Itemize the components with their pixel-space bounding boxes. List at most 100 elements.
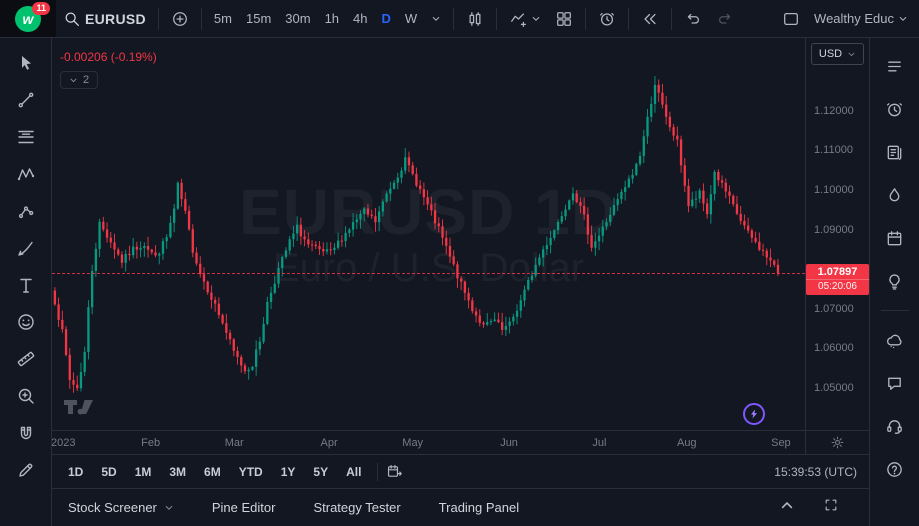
redo-button[interactable]: [709, 4, 741, 34]
bar-replay-button[interactable]: [634, 4, 666, 34]
panel-collapse-button[interactable]: [779, 497, 795, 518]
time-tick-jul[interactable]: Jul: [592, 437, 606, 449]
time-tick-mar[interactable]: Mar: [225, 437, 244, 449]
timeframe-30m-button[interactable]: 30m: [278, 6, 317, 32]
indicators-button[interactable]: [502, 4, 548, 34]
brush-tool-button[interactable]: [11, 233, 41, 263]
time-tick-sep[interactable]: Sep: [771, 437, 791, 449]
toolbar-divider: [628, 8, 629, 30]
range-1d-button[interactable]: 1D: [60, 462, 91, 482]
magnet-icon: [16, 423, 36, 443]
price-change-text: -0.00206 (-0.19%): [60, 50, 157, 64]
help-panel-button[interactable]: [881, 455, 909, 483]
indicators-icon: [509, 10, 527, 28]
trend-line-tool-button[interactable]: [11, 85, 41, 115]
timeframe-15m-button[interactable]: 15m: [239, 6, 278, 32]
app-logo[interactable]: w 11: [0, 0, 56, 37]
forecast-tool-button[interactable]: [11, 196, 41, 226]
range-ytd-button[interactable]: YTD: [231, 462, 271, 482]
magnet-tool-button[interactable]: [11, 418, 41, 448]
tradingview-logo[interactable]: [64, 397, 98, 422]
range-6m-button[interactable]: 6M: [196, 462, 229, 482]
time-tick-aug[interactable]: Aug: [677, 437, 697, 449]
currency-dropdown[interactable]: USD: [811, 43, 864, 65]
layout-templates-button[interactable]: [548, 4, 580, 34]
symbol-search-button[interactable]: EURUSD: [56, 4, 153, 34]
timeframe-group: 5m15m30m1h4hDW: [207, 6, 424, 32]
tab-label: Strategy Tester: [313, 500, 400, 515]
timeframe-1h-button[interactable]: 1h: [318, 6, 346, 32]
emoji-tool-button[interactable]: [11, 307, 41, 337]
timeframe-w-button[interactable]: W: [398, 6, 424, 32]
range-all-button[interactable]: All: [338, 462, 369, 482]
save-layout-button[interactable]: [775, 4, 807, 34]
range-divider: [377, 463, 378, 481]
range-3m-button[interactable]: 3M: [161, 462, 194, 482]
calendar-panel-button[interactable]: [881, 224, 909, 252]
lightning-boost-button[interactable]: [743, 403, 765, 425]
ideas-panel-button[interactable]: [881, 267, 909, 295]
compare-add-symbol-button[interactable]: [164, 4, 196, 34]
zoom-tool-button[interactable]: [11, 381, 41, 411]
undo-button[interactable]: [677, 4, 709, 34]
tab-strategy-tester[interactable]: Strategy Tester: [313, 500, 400, 515]
range-5d-button[interactable]: 5D: [93, 462, 124, 482]
lightning-icon: [748, 408, 760, 420]
chevron-down-icon: [431, 14, 441, 24]
range-1y-button[interactable]: 1Y: [273, 462, 304, 482]
support-panel-button[interactable]: [881, 412, 909, 440]
time-tick-feb[interactable]: Feb: [141, 437, 160, 449]
timeframe-menu-button[interactable]: [424, 4, 448, 34]
draw-tool-button[interactable]: [11, 455, 41, 485]
price-axis[interactable]: USD 1.07897 05:20:06 1.120001.110001.100…: [805, 38, 869, 430]
chart-style-button[interactable]: [459, 4, 491, 34]
price-tick: 1.12000: [814, 105, 854, 117]
hotlists-panel-button[interactable]: [881, 181, 909, 209]
toolbar-divider: [453, 8, 454, 30]
alerts-panel-button[interactable]: [881, 95, 909, 123]
timeframe-4h-button[interactable]: 4h: [346, 6, 374, 32]
ruler-icon: [16, 349, 36, 369]
date-range-toolbar: 1D5D1M3M6MYTD1Y5YAll 15:39:53 (UTC): [52, 454, 869, 488]
time-tick-2023[interactable]: 2023: [52, 437, 76, 449]
rewind-icon: [641, 10, 659, 28]
tab-trading-panel[interactable]: Trading Panel: [439, 500, 519, 515]
price-tick: 1.06000: [814, 342, 854, 354]
news-panel-button[interactable]: [881, 138, 909, 166]
grid-layout-icon: [555, 10, 573, 28]
timeframe-d-button[interactable]: D: [375, 6, 398, 32]
fullscreen-button[interactable]: [823, 497, 839, 518]
tab-pine-editor[interactable]: Pine Editor: [212, 500, 276, 515]
cursor-tool-button[interactable]: [11, 48, 41, 78]
range-5y-button[interactable]: 5Y: [305, 462, 336, 482]
watchlist-panel-button[interactable]: [881, 52, 909, 80]
tab-stock-screener[interactable]: Stock Screener: [68, 500, 174, 515]
time-axis[interactable]: 2023 Feb Mar Apr May Jun Jul Aug Sep: [52, 431, 805, 454]
timeframe-5m-button[interactable]: 5m: [207, 6, 239, 32]
bar-close-countdown: 05:20:06: [806, 279, 869, 293]
chart-settings-button[interactable]: [805, 431, 869, 454]
top-toolbar: w 11 EURUSD 5m15m30m1h4hDW: [0, 0, 919, 38]
chart-column: EURUSD 1D Euro / U.S. Dollar -0.00206 (-…: [52, 38, 869, 526]
xabcd-pattern-tool-button[interactable]: [11, 159, 41, 189]
go-to-date-button[interactable]: [386, 463, 403, 480]
ruler-tool-button[interactable]: [11, 344, 41, 374]
time-tick-apr[interactable]: Apr: [321, 437, 338, 449]
range-1m-button[interactable]: 1M: [127, 462, 160, 482]
create-alert-button[interactable]: [591, 4, 623, 34]
chat-panel-button[interactable]: [881, 369, 909, 397]
time-tick-may[interactable]: May: [402, 437, 423, 449]
text-tool-button[interactable]: [11, 270, 41, 300]
time-tick-jun[interactable]: Jun: [500, 437, 518, 449]
clock-timezone-button[interactable]: 15:39:53 (UTC): [774, 465, 861, 479]
toolbar-divider: [585, 8, 586, 30]
chart-plot[interactable]: EURUSD 1D Euro / U.S. Dollar -0.00206 (-…: [52, 38, 805, 430]
undo-icon: [684, 10, 702, 28]
legend-collapsed-button[interactable]: 2: [60, 71, 98, 89]
account-menu-button[interactable]: Wealthy Educ: [807, 4, 915, 34]
fib-retracement-tool-button[interactable]: [11, 122, 41, 152]
candlestick-chart[interactable]: [52, 38, 805, 430]
price-tick: 1.05000: [814, 382, 854, 394]
minds-panel-button[interactable]: [881, 326, 909, 354]
sidebar-divider: [881, 310, 909, 311]
